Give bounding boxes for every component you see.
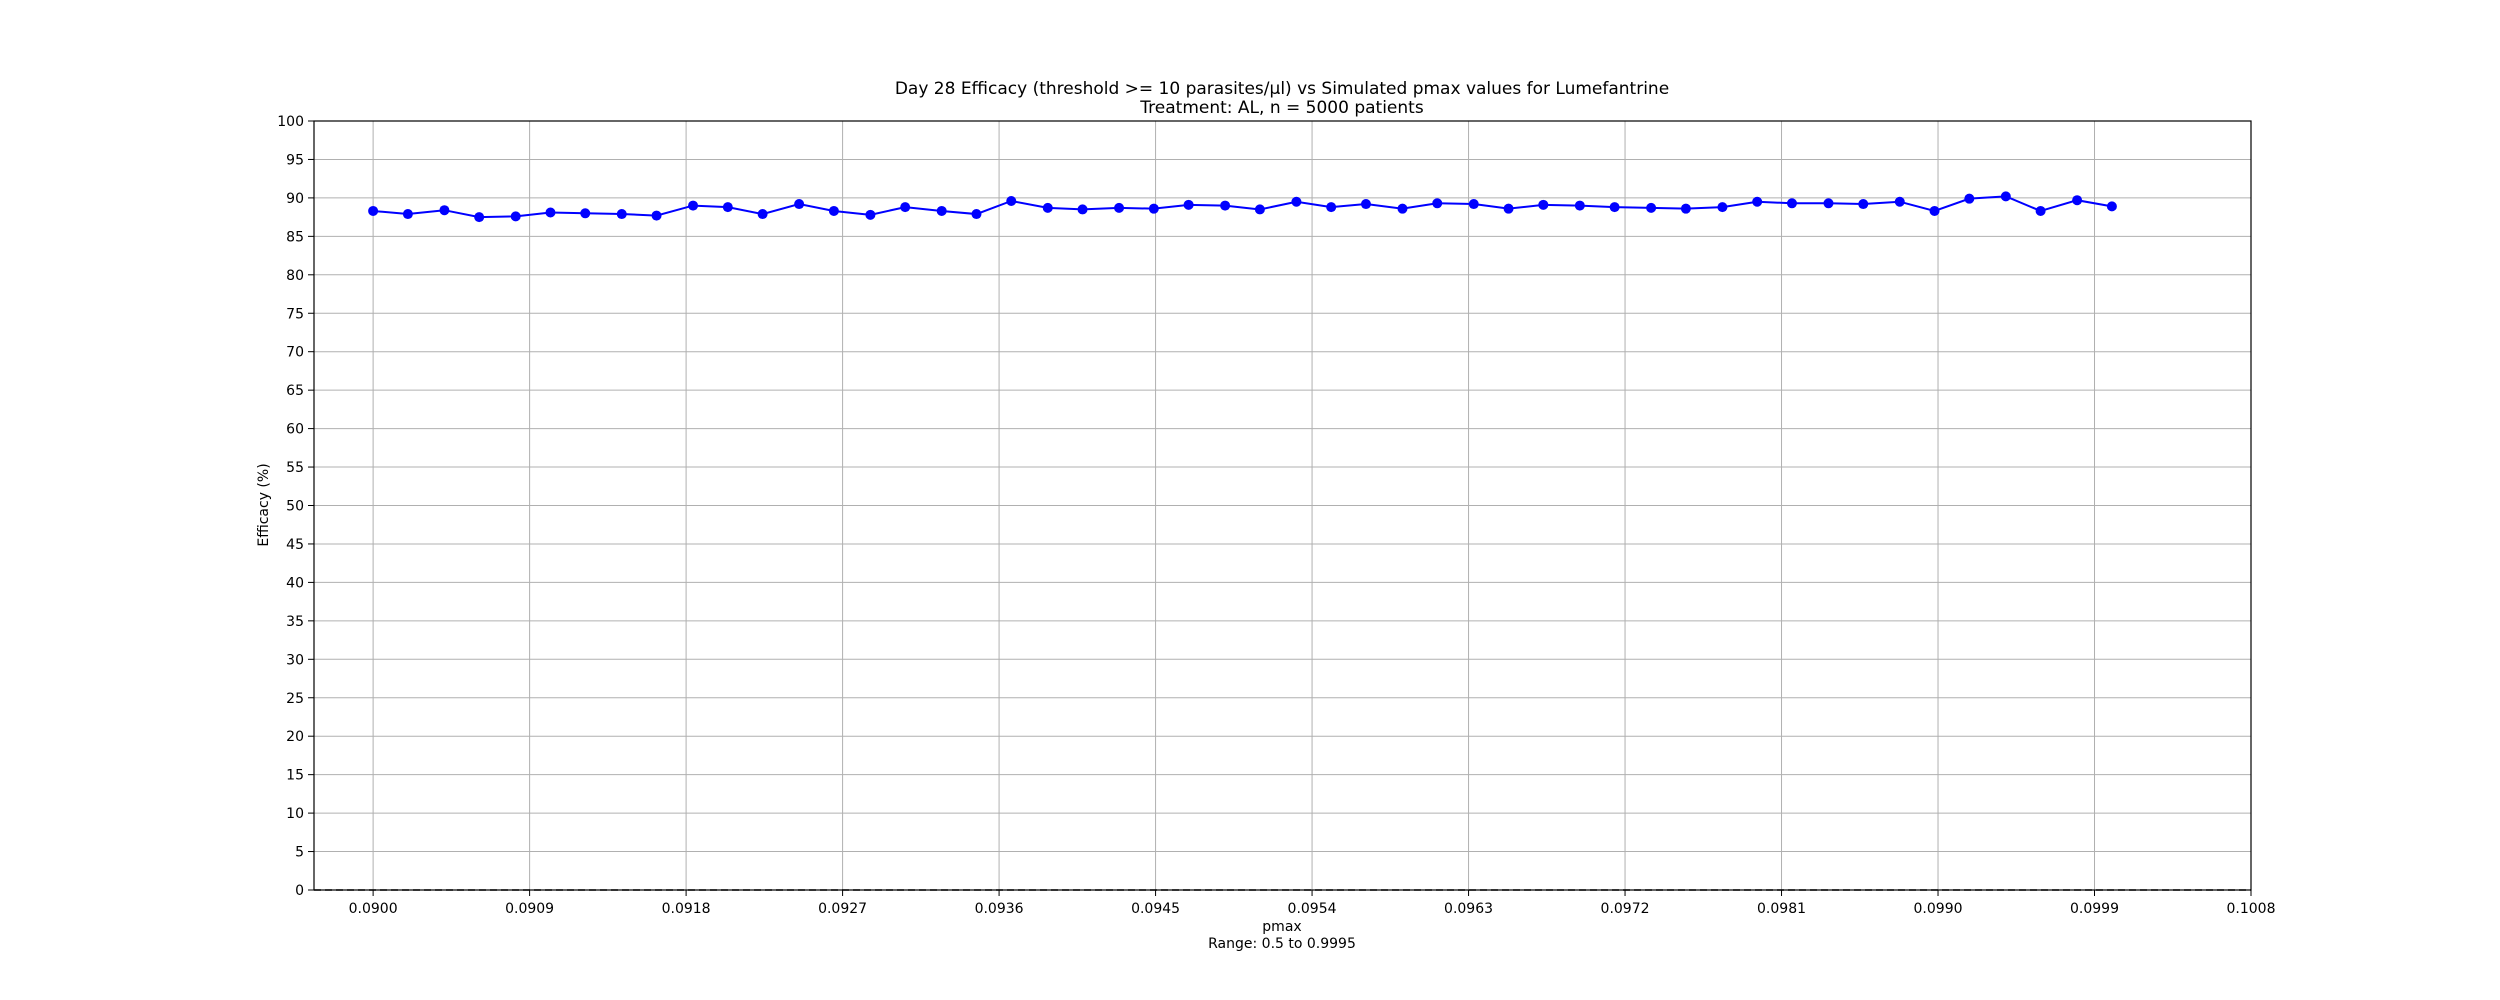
y-tick-label: 15: [286, 768, 304, 784]
grid: [314, 120, 2252, 891]
data-point: [1538, 199, 1549, 210]
data-point: [688, 200, 699, 211]
data-point: [1680, 203, 1691, 214]
x-tick-label: 0.0927: [818, 901, 867, 917]
y-tick-label: 30: [286, 652, 304, 668]
data-point: [1964, 193, 1975, 204]
x-tick-label: 0.0945: [1131, 901, 1180, 917]
data-point: [510, 211, 521, 222]
y-tick-label: 45: [286, 537, 304, 553]
data-point: [2000, 191, 2011, 202]
data-point: [651, 210, 662, 221]
data-point: [580, 208, 591, 219]
data-point: [2035, 205, 2046, 216]
data-point: [1220, 200, 1231, 211]
chart-subtitle: Treatment: AL, n = 5000 patients: [1139, 98, 1424, 118]
y-tick-label: 25: [286, 691, 304, 707]
data-point: [368, 205, 379, 216]
data-point: [757, 209, 768, 220]
y-axis-ticks: 0 5 10 15 20 25 30 35 40 45 50 55 60 65 70 75 80 85 90 95 10…: [277, 114, 314, 899]
data-point: [1114, 202, 1125, 213]
data-point: [2106, 201, 2117, 212]
y-tick-label: 95: [286, 152, 304, 168]
data-point: [439, 205, 450, 216]
y-tick-label: 50: [286, 499, 304, 515]
chart-title: Day 28 Efficacy (threshold >= 10 parasit…: [895, 79, 1669, 99]
data-point: [865, 209, 876, 220]
series-group: [368, 191, 2117, 223]
data-point: [2072, 195, 2083, 206]
x-tick-label: 0.0999: [2070, 901, 2119, 917]
y-tick-label: 80: [286, 268, 304, 284]
x-tick-label: 0.0981: [1757, 901, 1806, 917]
data-point: [971, 209, 982, 220]
data-point: [1254, 204, 1265, 215]
plot-frame: [313, 120, 2252, 891]
data-point: [1183, 199, 1194, 210]
data-point: [1929, 205, 1940, 216]
data-point: [1468, 199, 1479, 210]
data-point: [1574, 200, 1585, 211]
y-tick-label: 85: [286, 229, 304, 245]
data-point: [794, 199, 805, 210]
data-point: [1326, 202, 1337, 213]
y-tick-label: 35: [286, 614, 304, 630]
data-point: [1503, 203, 1514, 214]
x-tick-label: 0.0954: [1288, 901, 1337, 917]
data-point: [900, 202, 911, 213]
data-point: [1786, 198, 1797, 209]
data-point: [1432, 198, 1443, 209]
data-point: [1752, 196, 1763, 207]
x-tick-label: 0.0990: [1914, 901, 1963, 917]
x-tick-label: 0.1008: [2227, 901, 2276, 917]
data-point: [1360, 199, 1371, 210]
y-tick-label: 60: [286, 422, 304, 438]
data-point: [1646, 202, 1657, 213]
y-tick-label: 65: [286, 383, 304, 399]
data-point: [1148, 203, 1159, 214]
data-point: [1291, 196, 1302, 207]
data-point: [616, 209, 627, 220]
x-tick-label: 0.0900: [349, 901, 398, 917]
x-axis-label: pmax: [1262, 919, 1301, 935]
data-point: [828, 205, 839, 216]
data-point: [1894, 196, 1905, 207]
data-point: [722, 202, 733, 213]
x-axis-ticks: 0.0900 0.0909 0.0918 0.0927 0.0936 0.0945 0.09…: [349, 890, 2276, 917]
x-tick-label: 0.0972: [1601, 901, 1650, 917]
y-tick-label: 90: [286, 191, 304, 207]
data-point: [1042, 202, 1053, 213]
data-point: [545, 207, 556, 218]
data-point: [1006, 195, 1017, 206]
data-point: [1858, 199, 1869, 210]
data-point: [1397, 203, 1408, 214]
y-tick-label: 5: [295, 845, 304, 861]
y-tick-label: 10: [286, 806, 304, 822]
y-tick-label: 100: [277, 114, 304, 130]
y-tick-label: 55: [286, 460, 304, 476]
data-point: [1077, 204, 1088, 215]
x-tick-label: 0.0936: [975, 901, 1024, 917]
y-tick-label: 0: [295, 883, 304, 899]
data-point: [1717, 202, 1728, 213]
data-point: [1823, 198, 1834, 209]
data-point: [1609, 202, 1620, 213]
y-axis-label: Efficacy (%): [256, 463, 272, 546]
y-tick-label: 70: [286, 345, 304, 361]
data-point: [474, 212, 485, 223]
y-tick-label: 40: [286, 575, 304, 591]
data-point: [936, 205, 947, 216]
x-tick-label: 0.0963: [1444, 901, 1493, 917]
series-line: [373, 195, 2113, 219]
y-tick-label: 20: [286, 729, 304, 745]
x-tick-label: 0.0909: [505, 901, 554, 917]
y-tick-label: 75: [286, 306, 304, 322]
data-point: [402, 209, 413, 220]
x-axis-range-note: Range: 0.5 to 0.9995: [1208, 936, 1356, 952]
x-tick-label: 0.0918: [662, 901, 711, 917]
